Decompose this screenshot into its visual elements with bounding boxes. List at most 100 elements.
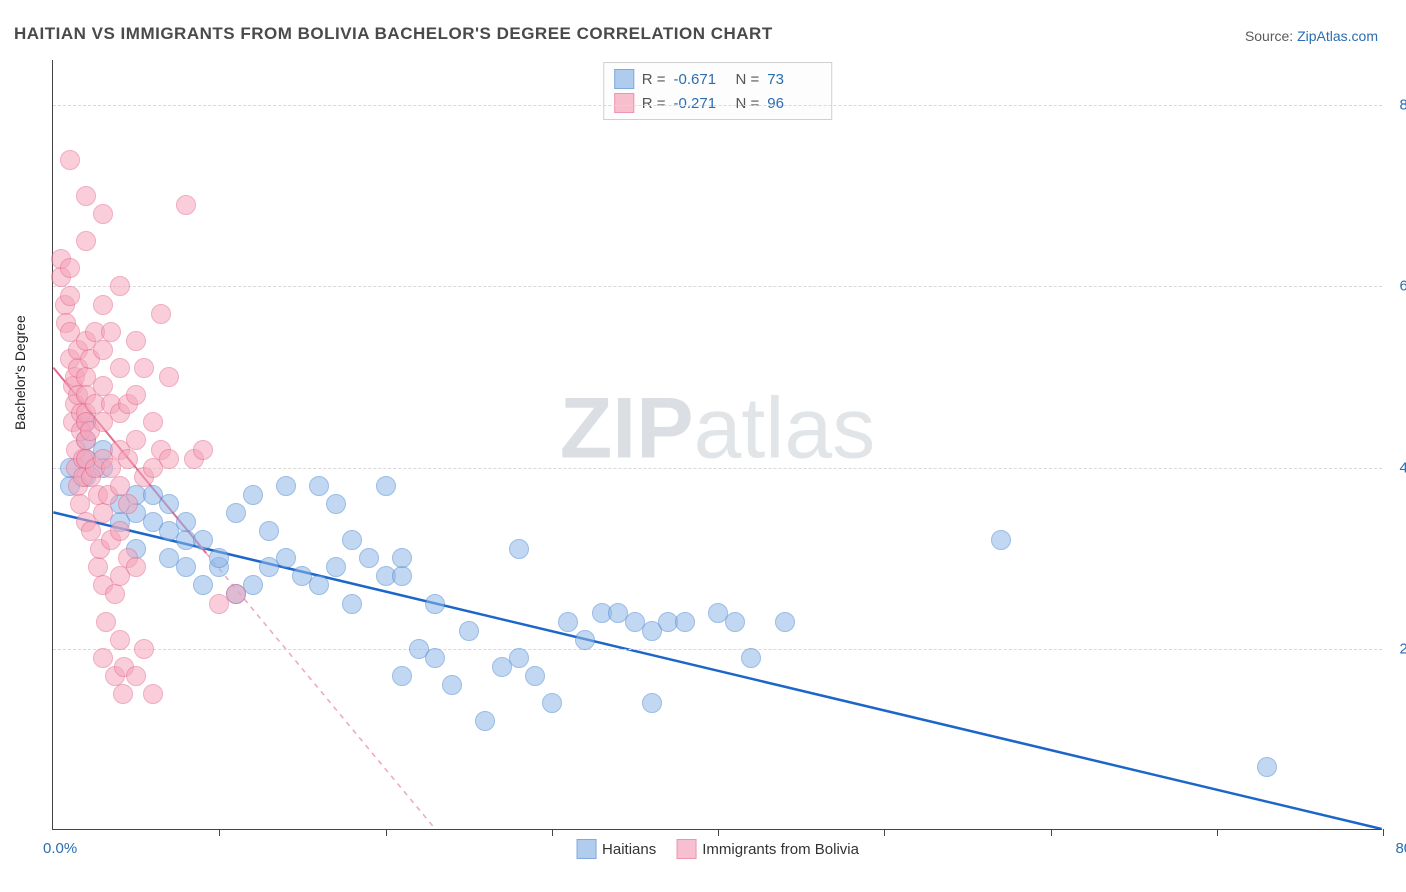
- data-point: [110, 276, 130, 296]
- data-point: [76, 186, 96, 206]
- data-point: [209, 548, 229, 568]
- data-point: [93, 295, 113, 315]
- y-tick-label: 80.0%: [1386, 97, 1406, 114]
- data-point: [159, 494, 179, 514]
- data-point: [93, 340, 113, 360]
- data-point: [259, 521, 279, 541]
- data-point: [110, 476, 130, 496]
- legend-n-value: 96: [767, 95, 821, 112]
- data-point: [642, 693, 662, 713]
- x-tick: [718, 829, 719, 836]
- data-point: [134, 639, 154, 659]
- series-legend: Haitians Immigrants from Bolivia: [576, 839, 859, 859]
- data-point: [151, 304, 171, 324]
- data-point: [96, 612, 116, 632]
- data-point: [176, 557, 196, 577]
- data-point: [134, 358, 154, 378]
- data-point: [392, 566, 412, 586]
- data-point: [276, 476, 296, 496]
- source-link[interactable]: ZipAtlas.com: [1297, 28, 1378, 44]
- data-point: [326, 557, 346, 577]
- x-tick: [552, 829, 553, 836]
- data-point: [93, 376, 113, 396]
- legend-r-label: R =: [642, 71, 666, 88]
- data-point: [70, 494, 90, 514]
- stats-legend: R =-0.671N =73R =-0.271N =96: [603, 62, 833, 120]
- data-point: [425, 594, 445, 614]
- data-point: [176, 512, 196, 532]
- watermark: ZIPatlas: [560, 380, 875, 479]
- data-point: [193, 575, 213, 595]
- data-point: [376, 476, 396, 496]
- gridline: [53, 468, 1382, 469]
- data-point: [392, 548, 412, 568]
- data-point: [392, 666, 412, 686]
- legend-r-value: -0.271: [674, 95, 728, 112]
- x-tick: [1383, 829, 1384, 836]
- legend-r-label: R =: [642, 95, 666, 112]
- x-axis-start-label: 0.0%: [43, 840, 77, 857]
- data-point: [93, 648, 113, 668]
- series-legend-item: Immigrants from Bolivia: [676, 839, 859, 859]
- data-point: [60, 258, 80, 278]
- data-point: [775, 612, 795, 632]
- plot-area: ZIPatlas R =-0.671N =73R =-0.271N =96 0.…: [52, 60, 1382, 830]
- data-point: [118, 449, 138, 469]
- data-point: [1257, 757, 1277, 777]
- data-point: [93, 503, 113, 523]
- chart-title: HAITIAN VS IMMIGRANTS FROM BOLIVIA BACHE…: [14, 24, 773, 44]
- data-point: [475, 711, 495, 731]
- data-point: [60, 286, 80, 306]
- x-tick: [1051, 829, 1052, 836]
- data-point: [159, 449, 179, 469]
- legend-n-value: 73: [767, 71, 821, 88]
- data-point: [442, 675, 462, 695]
- data-point: [525, 666, 545, 686]
- y-tick-label: 40.0%: [1386, 459, 1406, 476]
- data-point: [558, 612, 578, 632]
- data-point: [542, 693, 562, 713]
- data-point: [105, 584, 125, 604]
- x-tick: [386, 829, 387, 836]
- data-point: [126, 666, 146, 686]
- x-tick: [1217, 829, 1218, 836]
- data-point: [509, 539, 529, 559]
- source-label: Source:: [1245, 28, 1293, 44]
- data-point: [193, 440, 213, 460]
- y-tick-label: 60.0%: [1386, 278, 1406, 295]
- data-point: [575, 630, 595, 650]
- data-point: [176, 195, 196, 215]
- series-label: Haitians: [602, 841, 656, 858]
- source-credit: Source: ZipAtlas.com: [1245, 28, 1378, 44]
- trend-lines: [53, 60, 1382, 829]
- data-point: [126, 430, 146, 450]
- data-point: [741, 648, 761, 668]
- data-point: [276, 548, 296, 568]
- data-point: [81, 521, 101, 541]
- data-point: [118, 494, 138, 514]
- data-point: [110, 630, 130, 650]
- data-point: [126, 557, 146, 577]
- data-point: [143, 684, 163, 704]
- data-point: [991, 530, 1011, 550]
- data-point: [459, 621, 479, 641]
- gridline: [53, 649, 1382, 650]
- data-point: [113, 684, 133, 704]
- data-point: [143, 412, 163, 432]
- data-point: [126, 385, 146, 405]
- data-point: [342, 530, 362, 550]
- x-tick: [219, 829, 220, 836]
- data-point: [193, 530, 213, 550]
- data-point: [359, 548, 379, 568]
- legend-r-value: -0.671: [674, 71, 728, 88]
- legend-swatch: [576, 839, 596, 859]
- data-point: [226, 584, 246, 604]
- data-point: [76, 231, 96, 251]
- legend-swatch: [614, 69, 634, 89]
- data-point: [342, 594, 362, 614]
- data-point: [88, 557, 108, 577]
- data-point: [309, 575, 329, 595]
- legend-swatch: [614, 93, 634, 113]
- data-point: [126, 331, 146, 351]
- series-label: Immigrants from Bolivia: [702, 841, 859, 858]
